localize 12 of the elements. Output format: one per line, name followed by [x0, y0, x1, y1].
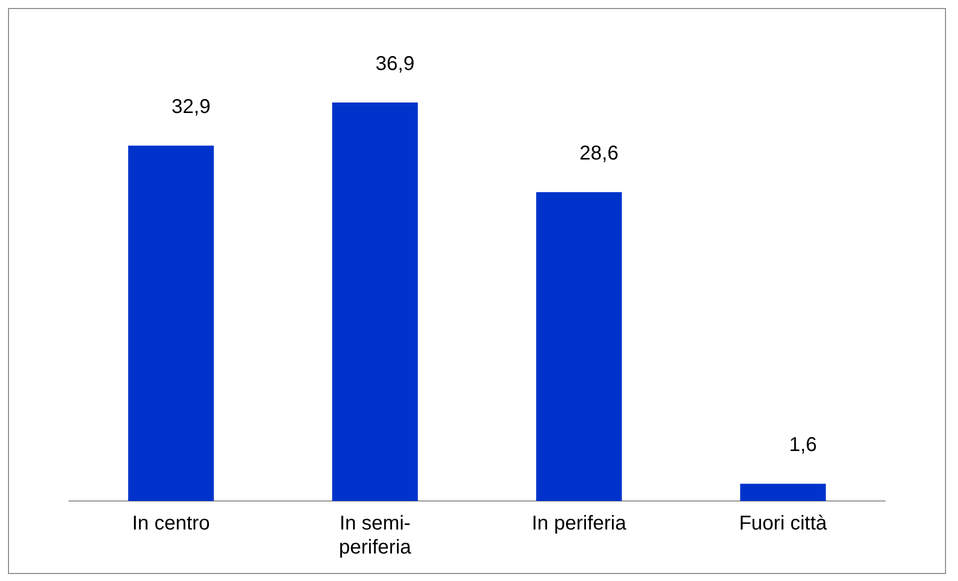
bar	[332, 102, 418, 501]
data-label: 28,6	[580, 142, 618, 165]
bar	[740, 484, 826, 501]
data-label: 36,9	[376, 52, 414, 75]
x-tick-label: Fuori città	[739, 512, 828, 535]
x-tick-label: In centro	[132, 512, 210, 535]
x-tick-label: In periferia	[532, 512, 628, 535]
x-tick-label: In semi-periferia	[338, 512, 412, 559]
data-label: 1,6	[789, 434, 817, 456]
bar	[536, 192, 622, 501]
bar	[128, 146, 214, 501]
data-label: 32,9	[172, 96, 210, 118]
